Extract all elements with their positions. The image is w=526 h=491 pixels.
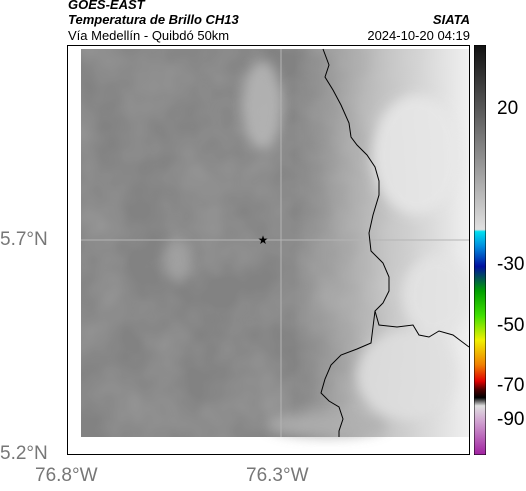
- colorbar: [474, 45, 486, 455]
- source-label: SIATA: [432, 12, 470, 27]
- lat-label-5-2: 5.2°N: [0, 443, 48, 464]
- product-title: Temperatura de Brillo CH13: [68, 12, 239, 27]
- datetime-label: 2024-10-20 04:19: [367, 28, 470, 43]
- lon-label-76-3: 76.3°W: [246, 465, 309, 486]
- colorbar-tick-minus70: -70: [497, 375, 525, 396]
- satellite-name: GOES-EAST: [68, 0, 145, 12]
- map-border: [67, 45, 470, 455]
- star-icon[interactable]: ★: [258, 233, 269, 247]
- colorbar-tick-minus90: -90: [497, 409, 525, 430]
- coastline-south: [320, 310, 376, 437]
- coastline-north: [322, 48, 470, 348]
- colorbar-tick-minus30: -30: [497, 254, 525, 275]
- colorbar-tick-minus50: -50: [497, 315, 525, 336]
- lon-label-76-8: 76.8°W: [35, 465, 98, 486]
- colorbar-tick-20: 20: [497, 98, 519, 119]
- lat-label-5-7: 5.7°N: [0, 229, 48, 250]
- satellite-map[interactable]: ★: [67, 45, 470, 455]
- bright-cloud-cells: [163, 60, 470, 437]
- region-label: Vía Medellín - Quibdó 50km: [68, 28, 230, 43]
